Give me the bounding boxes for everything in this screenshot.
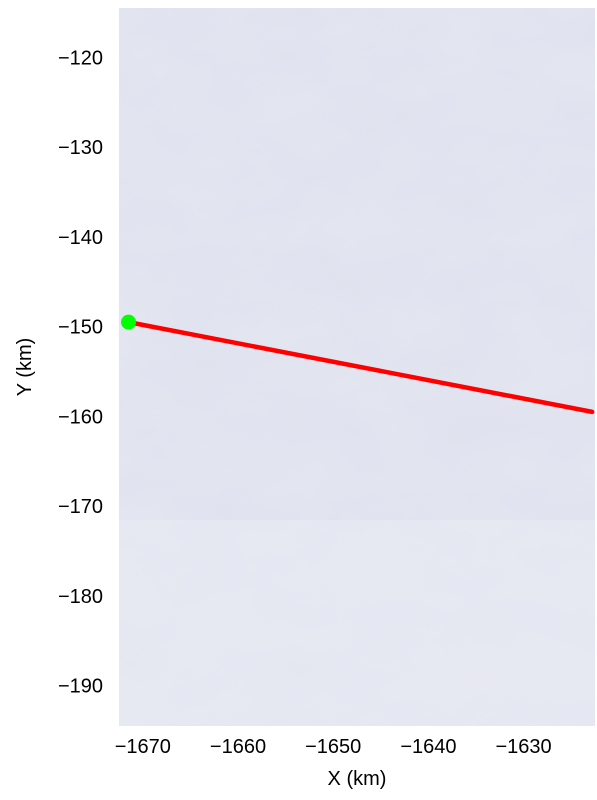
x-tick-label: −1640 <box>400 736 456 758</box>
x-tick-label: −1630 <box>496 736 552 758</box>
x-tick-label: −1650 <box>305 736 361 758</box>
y-tick-label: −170 <box>58 496 103 518</box>
x-tick-label: −1670 <box>115 736 171 758</box>
x-axis-label: X (km) <box>328 768 387 790</box>
flight-line <box>126 319 595 415</box>
y-tick-label: −160 <box>58 406 103 428</box>
y-axis-label: Y (km) <box>14 338 36 397</box>
y-tick-label: −180 <box>58 586 103 608</box>
y-tick-label: −130 <box>58 137 103 159</box>
y-tick-label: −190 <box>58 676 103 698</box>
x-tick-label: −1660 <box>210 736 266 758</box>
data-layer <box>121 314 595 415</box>
start-point-marker <box>121 314 137 330</box>
y-axis-ticks: −120 −130 −140 −150 −160 −170 −180 −190 <box>58 47 103 697</box>
y-tick-label: −150 <box>58 317 103 339</box>
y-tick-label: −120 <box>58 47 103 69</box>
y-tick-label: −140 <box>58 227 103 249</box>
x-axis-ticks: −1670 −1660 −1650 −1640 −1630 <box>115 736 552 758</box>
